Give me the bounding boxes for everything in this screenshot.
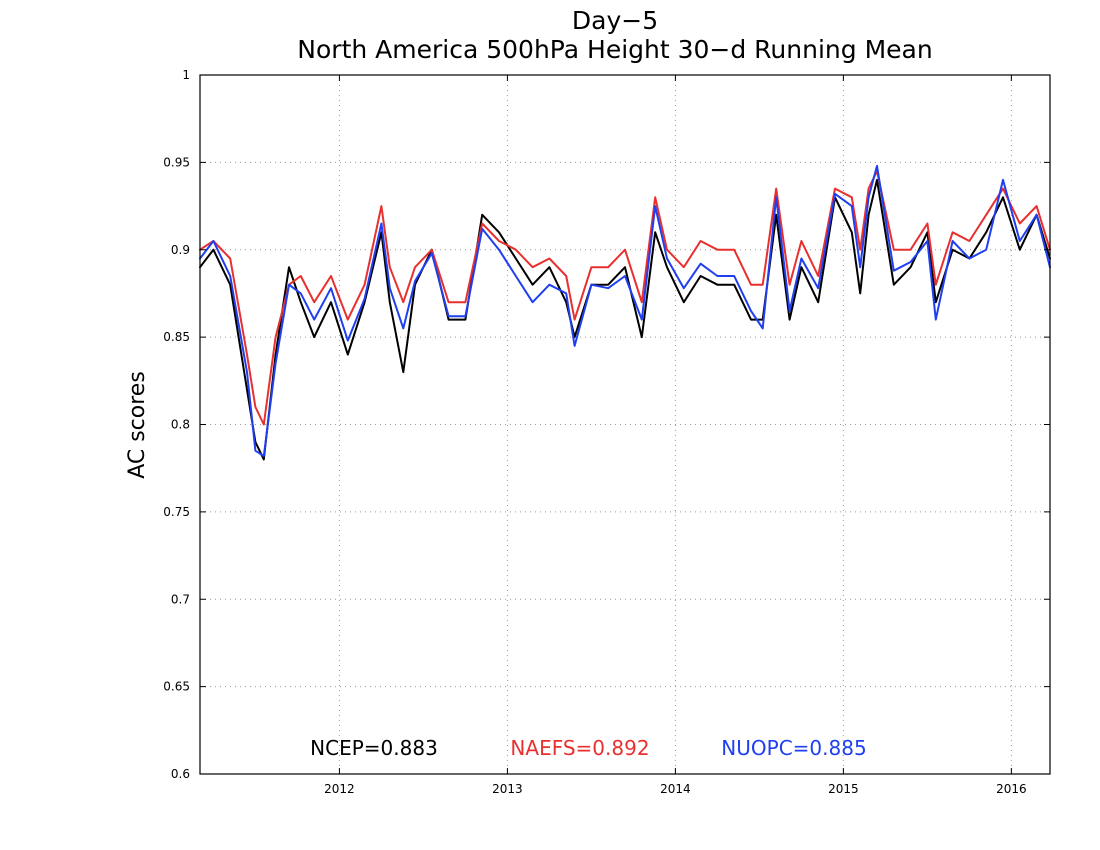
x-tick-label: 2016 <box>996 782 1027 796</box>
chart-subtitle: North America 500hPa Height 30−d Running… <box>297 35 932 64</box>
y-axis-ticks: 0.6 0.65 0.7 0.75 0.8 0.85 0.9 0.95 1 <box>163 68 1050 781</box>
x-tick-label: 2012 <box>324 782 355 796</box>
series-line-naefs <box>199 170 1051 426</box>
legend-entry-ncep: NCEP=0.883 <box>310 736 438 760</box>
legend-entry-naefs: NAEFS=0.892 <box>510 736 649 760</box>
x-tick-label: 2013 <box>492 782 523 796</box>
x-axis-ticks: 2012 2013 2014 2015 2016 <box>324 75 1027 796</box>
y-tick-label: 0.7 <box>171 592 190 606</box>
grid-layer <box>200 75 1050 774</box>
y-tick-label: 0.95 <box>163 155 190 169</box>
y-tick-label: 0.9 <box>171 243 190 257</box>
series-line-nuopc <box>199 164 1051 457</box>
x-tick-label: 2014 <box>660 782 691 796</box>
y-tick-label: 0.65 <box>163 680 190 694</box>
series-line-ncep <box>199 178 1051 461</box>
y-tick-label: 0.85 <box>163 330 190 344</box>
chart-title: Day−5 <box>572 6 658 35</box>
y-tick-label: 0.75 <box>163 505 190 519</box>
x-tick-label: 2015 <box>828 782 859 796</box>
y-tick-label: 0.8 <box>171 418 190 432</box>
y-tick-label: 0.6 <box>171 767 190 781</box>
y-axis-label: AC scores <box>125 371 150 479</box>
legend-entry-nuopc: NUOPC=0.885 <box>721 736 866 760</box>
series-layer <box>199 164 1051 461</box>
y-tick-label: 1 <box>182 68 190 82</box>
legend: NCEP=0.883 NAEFS=0.892 NUOPC=0.885 <box>310 736 867 760</box>
